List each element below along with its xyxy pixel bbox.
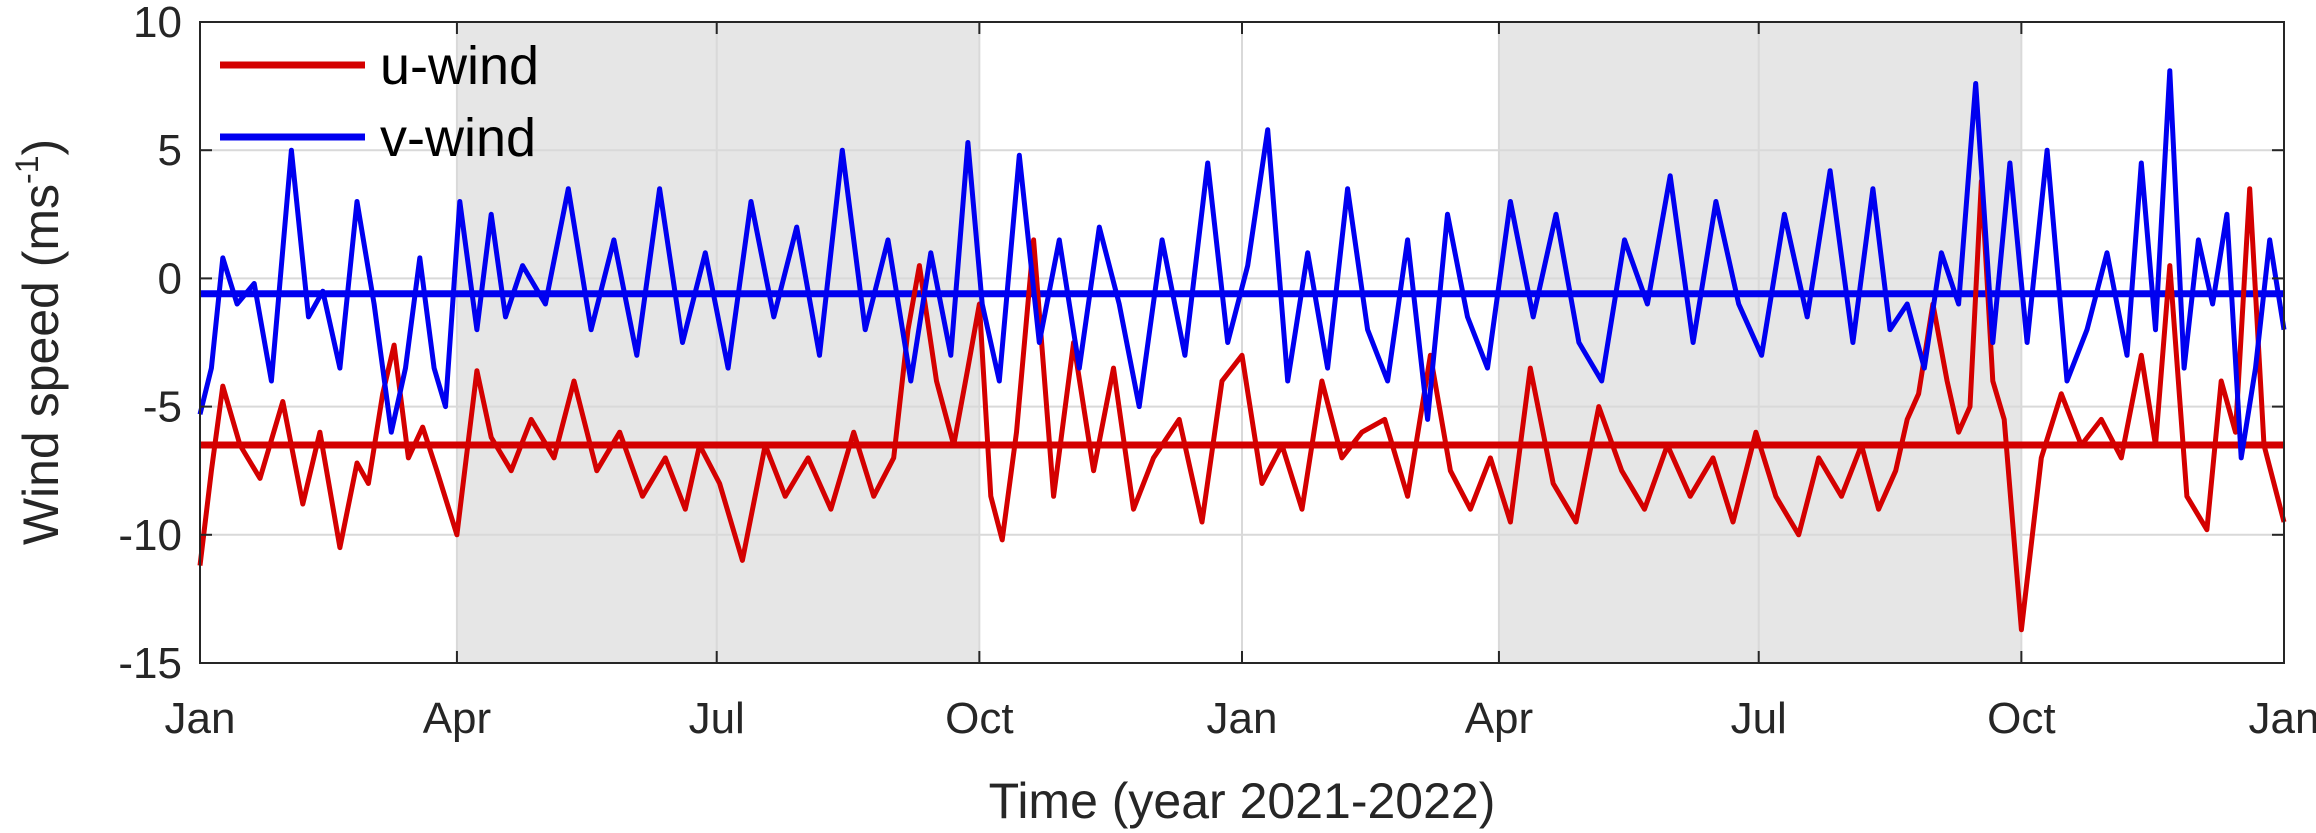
shaded-periods bbox=[456, 22, 2022, 663]
x-tick-label-8: Jan bbox=[2249, 694, 2316, 743]
shaded-period-1 bbox=[1498, 22, 2022, 663]
x-tick-label-2: Jul bbox=[689, 694, 745, 743]
y-tick-label-5: 10 bbox=[133, 0, 182, 47]
legend-label-u-wind: u-wind bbox=[380, 36, 539, 96]
y-axis-title-tail: ) bbox=[13, 139, 69, 156]
series-line-v-wind bbox=[197, 68, 2287, 461]
x-tick-label-7: Oct bbox=[1987, 694, 2055, 743]
shaded-period-0 bbox=[456, 22, 980, 663]
x-tick-label-0: Jan bbox=[165, 694, 236, 743]
x-tick-label-3: Oct bbox=[945, 694, 1013, 743]
y-axis-title-main: Wind speed (ms bbox=[13, 184, 69, 545]
y-axis-title-superscript: -1 bbox=[9, 155, 45, 183]
series-lines bbox=[197, 68, 2287, 633]
y-tick-label-1: -10 bbox=[118, 511, 182, 560]
y-tick-label-0: -15 bbox=[118, 639, 182, 688]
y-tick-label-3: 0 bbox=[158, 254, 182, 303]
x-axis-title: Time (year 2021-2022) bbox=[989, 773, 1496, 829]
x-tick-label-1: Apr bbox=[423, 694, 491, 743]
x-tick-label-4: Jan bbox=[1207, 694, 1278, 743]
legend: u-wind v-wind bbox=[220, 36, 539, 168]
x-tick-label-5: Apr bbox=[1465, 694, 1533, 743]
x-tick-label-6: Jul bbox=[1731, 694, 1787, 743]
y-tick-labels: -15 -10 -5 0 5 10 bbox=[118, 0, 182, 688]
x-tick-labels: Jan Apr Jul Oct Jan Apr Jul Oct Jan bbox=[165, 694, 2316, 743]
series-line-u-wind bbox=[197, 178, 2287, 633]
axis-ticks bbox=[199, 21, 2285, 664]
y-tick-label-4: 5 bbox=[158, 126, 182, 175]
y-tick-label-2: -5 bbox=[143, 383, 182, 432]
legend-label-v-wind: v-wind bbox=[380, 108, 536, 168]
y-axis-title: Wind speed (ms-1) bbox=[9, 139, 69, 545]
